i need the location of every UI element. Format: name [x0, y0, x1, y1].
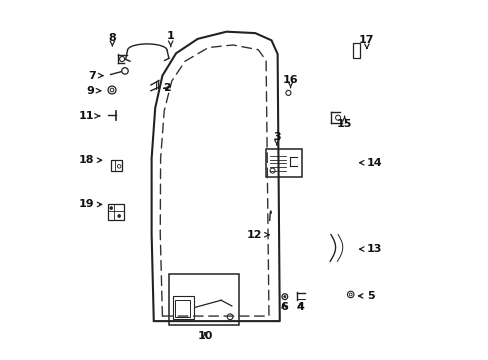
Text: 18: 18 — [79, 155, 102, 165]
Text: 17: 17 — [358, 35, 374, 49]
Bar — [173, 296, 194, 319]
Bar — [175, 300, 189, 317]
Bar — [108, 204, 123, 220]
Circle shape — [283, 296, 285, 298]
Text: 12: 12 — [246, 230, 268, 240]
Text: 15: 15 — [336, 116, 351, 129]
Bar — [168, 274, 239, 325]
Text: 13: 13 — [359, 244, 382, 254]
Text: 1: 1 — [166, 31, 174, 46]
Bar — [352, 43, 360, 58]
Text: 11: 11 — [79, 111, 100, 121]
Circle shape — [110, 207, 113, 210]
Text: 2: 2 — [163, 83, 170, 93]
Text: 14: 14 — [359, 158, 382, 168]
Text: 10: 10 — [197, 330, 212, 341]
Text: 8: 8 — [108, 33, 116, 46]
Text: 6: 6 — [280, 302, 287, 312]
Text: 4: 4 — [296, 302, 304, 312]
Text: 5: 5 — [358, 291, 374, 301]
Text: 19: 19 — [78, 199, 102, 210]
Circle shape — [118, 215, 121, 217]
Bar — [111, 160, 122, 171]
Bar — [265, 149, 302, 177]
Text: 16: 16 — [282, 75, 298, 88]
Text: 7: 7 — [88, 71, 102, 81]
Text: 3: 3 — [272, 132, 280, 145]
Text: 9: 9 — [86, 86, 101, 96]
